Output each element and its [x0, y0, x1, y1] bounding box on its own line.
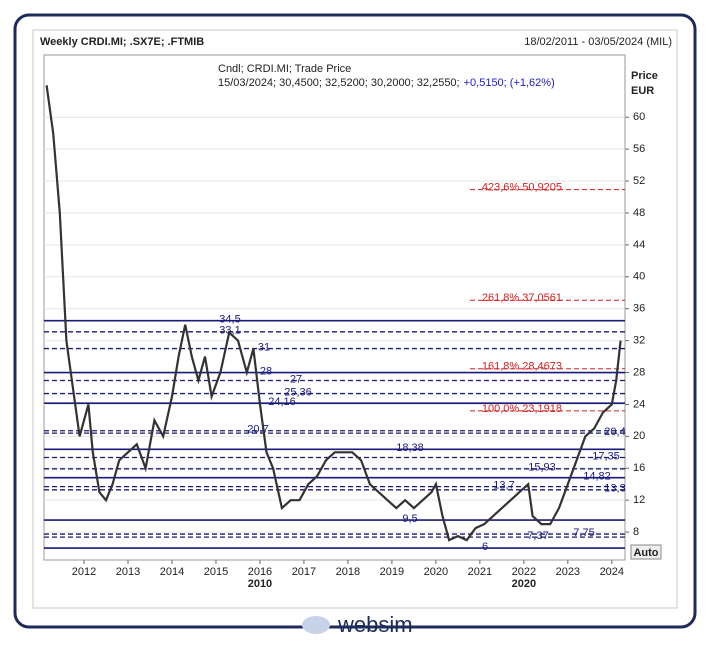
y-tick-label: 20: [633, 430, 645, 442]
x-tick-label: 2015: [204, 566, 228, 578]
y-tick-label: 16: [633, 462, 645, 474]
level-label: 13,3: [604, 483, 625, 495]
level-label: 15,93: [528, 462, 556, 474]
brand: websim: [337, 612, 413, 637]
y-tick-label: 52: [633, 175, 645, 187]
y-tick-label: 44: [633, 239, 645, 251]
info: 15/03/2024; 30,4500; 32,5200; 30,2000; 3…: [218, 77, 555, 89]
y-tick-label: 32: [633, 335, 645, 347]
y-tick-label: 40: [633, 271, 645, 283]
x-tick-label: 2012: [72, 566, 96, 578]
decade-label: 2020: [512, 578, 536, 590]
level-label: 24,16: [268, 396, 296, 408]
fib-label: 100,0% 23,1918: [482, 403, 562, 415]
level-label: 20,7: [247, 424, 268, 436]
y-tick-label: 56: [633, 143, 645, 155]
level-label: 31: [258, 341, 270, 353]
level-label: 7,37: [527, 530, 548, 542]
decade-label: 2010: [248, 578, 272, 590]
date-range: 18/02/2011 - 03/05/2024 (MIL): [524, 36, 672, 48]
y-label: Price: [631, 70, 658, 82]
chart-title: Weekly CRDI.MI; .SX7E; .FTMIB: [40, 36, 204, 48]
y-tick-label: 48: [633, 207, 645, 219]
info: 15/03/2024; 30,4500; 32,5200; 30,2000; 3…: [218, 77, 460, 89]
x-tick-label: 2018: [336, 566, 360, 578]
level-label: 20,4: [604, 426, 625, 438]
x-tick-label: 2024: [600, 566, 624, 578]
y-tick-label: 8: [633, 526, 639, 538]
level-label: 13,7: [493, 480, 514, 492]
x-tick-label: 2019: [380, 566, 404, 578]
info-change: +0,5150; (+1,62%): [464, 77, 555, 89]
x-tick-label: 2016: [248, 566, 272, 578]
plot-area: [43, 54, 626, 561]
level-label: 17,35: [592, 450, 620, 462]
scale-button-label[interactable]: Auto: [633, 547, 658, 559]
x-tick-label: 2020: [424, 566, 448, 578]
x-tick-label: 2022: [512, 566, 536, 578]
x-tick-label: 2013: [116, 566, 140, 578]
x-tick-label: 2017: [292, 566, 316, 578]
level-label: 28: [260, 365, 272, 377]
logo: websim: [302, 612, 413, 637]
x-tick-label: 2021: [468, 566, 492, 578]
level-label: 34,5: [219, 314, 240, 326]
level-label: 14,82: [583, 471, 611, 483]
logo-icon: [302, 616, 330, 634]
y-unit: EUR: [631, 85, 654, 97]
level-label: 25,36: [284, 386, 312, 398]
y-tick-label: 12: [633, 494, 645, 506]
y-tick-label: 28: [633, 366, 645, 378]
price-line: [45, 85, 622, 542]
level-label: 27: [290, 373, 302, 385]
level-label: 33,1: [219, 325, 240, 337]
scale-button[interactable]: [630, 544, 662, 560]
y-tick-label: 36: [633, 303, 645, 315]
y-tick-label: 24: [633, 398, 645, 410]
fib-label: 423,6% 50,9205: [482, 182, 562, 194]
level-label: 9,5: [402, 513, 417, 525]
fib-label: 161,8% 28,4673: [482, 361, 562, 373]
x-tick-label: 2023: [556, 566, 580, 578]
level-label: 6: [482, 541, 488, 553]
level-label: 7,75: [573, 527, 594, 539]
level-label: 18,38: [396, 442, 424, 454]
fib-label: 261,8% 37,0561: [482, 292, 562, 304]
y-tick-label: 60: [633, 111, 645, 123]
info: Cndl; CRDI.MI; Trade Price: [218, 63, 351, 75]
x-tick-label: 2014: [160, 566, 184, 578]
